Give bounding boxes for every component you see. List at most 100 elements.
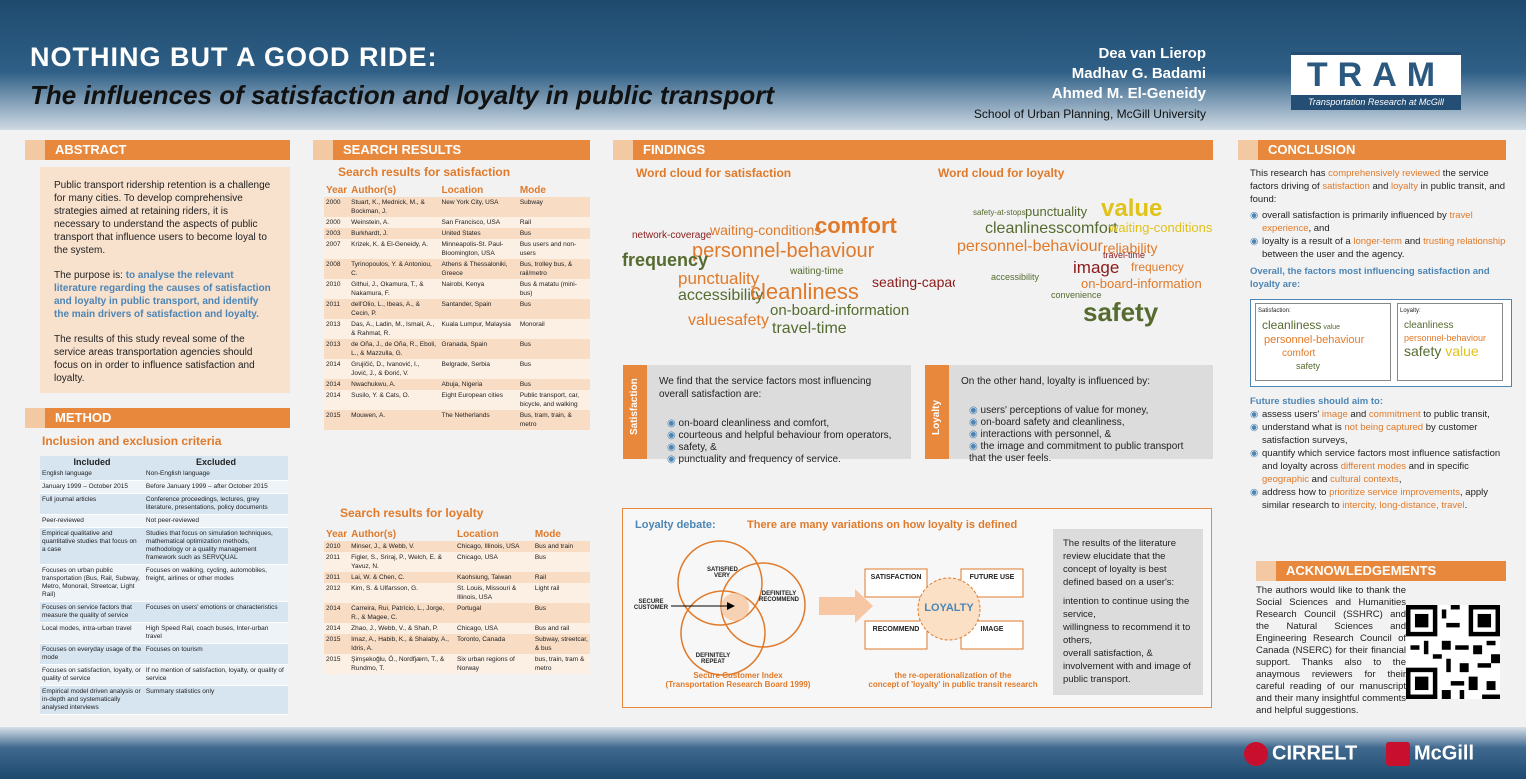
table-cell: Bus users and non-users (517, 239, 590, 259)
table-row: 2014 Carreira, Rui, Patrício, L., Jorge, … (324, 603, 590, 623)
table-cell: Bus (517, 299, 590, 319)
loy-caption: the re-operationalization of the concept … (868, 671, 1038, 689)
table-row: Full journal articles Conference proceedi… (40, 493, 288, 515)
abstract-p1: Public transport ridership retention is … (54, 180, 271, 256)
tram-logo: TRAM Transportation Research at McGill (1291, 52, 1461, 110)
table-row: 2014 Susilo, Y. & Cats, O. Eight European … (324, 390, 590, 410)
table-cell: Burkhardt, J. (349, 228, 440, 239)
col-included: Included (40, 456, 144, 468)
conc-intro: This research has comprehensively review… (1250, 168, 1506, 205)
venn-side: SECURE CUSTOMER (633, 599, 669, 611)
table-cell: Kim, S. & Ulfarsson, G. (349, 583, 456, 603)
table-row: Focuses on everyday usage of the mode Foc… (40, 643, 288, 665)
loyalty-diagrams (671, 540, 1024, 676)
wc-sat-title: Word cloud for satisfaction (636, 166, 792, 180)
table-cell: Das, A., Ladin, M., Ismail, A., & Rahmat… (349, 319, 440, 339)
table-cell: Empirical model driven analysis or in-de… (40, 685, 144, 715)
table-cell: 2014 (324, 390, 350, 410)
cirrelt-logo: CIRRELT (1244, 742, 1357, 766)
table-cell: High Speed Rail, coach buses, Inter-urba… (143, 622, 288, 644)
table-cell: Bus, trolley bus, & rail/metro (517, 259, 590, 279)
table-cell: Focuses on tourism (143, 643, 288, 665)
table-cell: January 1999 – October 2015 (40, 480, 144, 494)
affiliation: School of Urban Planning, McGill Univers… (973, 107, 1206, 121)
table-cell: Focuses on urban public transportation (… (40, 564, 144, 602)
table-row: 2011 Figler, S., Sriraj, P., Welch, E. & … (324, 552, 590, 572)
conclusion-heading: CONCLUSION (1238, 140, 1506, 160)
table-row: Focuses on satisfaction, loyalty, or qua… (40, 664, 288, 686)
loyalty-debate-box: Loyalty debate: There are many variation… (622, 508, 1212, 708)
table-cell: Summary statistics only (143, 685, 288, 715)
tram-logo-tagline: Transportation Research at McGill (1308, 97, 1444, 107)
method-heading: METHOD (25, 408, 290, 428)
table-cell: Tyrinopoulos, Y. & Antoniou, C. (349, 259, 440, 279)
table-row: 2010 Minser, J., & Webb, V. Chicago, Illin… (324, 541, 590, 552)
table-cell: Imaz, A., Habib, K., & Shalaby, A., Idri… (349, 634, 456, 654)
sat-list: on-board cleanliness and comfort,courteo… (667, 418, 892, 466)
abstract-box: Public transport ridership retention is … (40, 167, 290, 393)
mini-cloud-sat: Satisfaction: cleanliness value personne… (1255, 303, 1391, 381)
table-cell: 2010 (324, 541, 350, 552)
findings-heading: FINDINGS (613, 140, 1213, 160)
table-cell: Figler, S., Sriraj, P., Welch, E. & Yavu… (349, 552, 456, 572)
word-cloud-loyalty: value punctuality safety-at-stops cleanl… (955, 195, 1217, 345)
table-cell: Public transport, car, bicycle, and walk… (517, 390, 590, 410)
table-row: 2000 Weinstein, A. San Francisco, USA Rail (324, 217, 590, 228)
venn-b: DEFINITELY RECOMMEND (759, 591, 799, 603)
table-cell: Stuart, K., Mednick, M., & Bockman, J. (349, 197, 440, 217)
table-cell: Toronto, Canada (455, 634, 533, 654)
table-cell: Santander, Spain (439, 299, 518, 319)
table-cell: Mouwen, A. (349, 410, 440, 430)
table-cell: Focuses on walking, cycling, automobiles… (143, 564, 288, 602)
table-cell: Lai, W. & Chen, C. (349, 572, 456, 583)
table-cell: 2014 (324, 623, 350, 634)
table-cell: Athens & Thessaloniki, Greece (439, 259, 518, 279)
sat-intro: We find that the service factors most in… (659, 376, 872, 400)
table-cell: Minser, J., & Webb, V. (349, 541, 456, 552)
table-cell: Peer-reviewed (40, 514, 144, 528)
ld-subtitle: There are many variations on how loyalty… (747, 519, 1018, 531)
abstract-p2: The purpose is: to analyse the relevant … (54, 270, 271, 320)
sat-search-table: Year Author(s) Location Mode 2000 Stuart, K.… (324, 184, 590, 430)
table-cell: Subway, streetcar, & bus (532, 634, 590, 654)
mini-clouds: Satisfaction: cleanliness value personne… (1250, 299, 1512, 387)
table-cell: Abuja, Nigeria (439, 379, 518, 390)
table-cell: bus, train, tram & metro (532, 654, 590, 674)
abstract-p3: The results of this study reveal some of… (54, 334, 255, 384)
table-cell: Bus (517, 379, 590, 390)
table-cell: Light rail (532, 583, 590, 603)
table-row: January 1999 – October 2015 Before Januar… (40, 480, 288, 494)
header-banner (0, 0, 1526, 130)
table-cell: Bus and train (532, 541, 590, 552)
poster-subtitle: The influences of satisfaction and loyal… (30, 80, 774, 110)
table-cell: Carreira, Rui, Patrício, L., Jorge, R., … (349, 603, 456, 623)
table-row: English language Non-English language (40, 468, 288, 481)
table-cell: 2015 (324, 410, 350, 430)
table-row: 2008 Tyrinopoulos, Y. & Antoniou, C. Athen… (324, 259, 590, 279)
poster-title: NOTHING BUT A GOOD RIDE: (30, 42, 438, 72)
table-row: 2007 Krizek, K. & El-Geneidy, A. Minneapol… (324, 239, 590, 259)
table-cell: United States (439, 228, 518, 239)
satisfaction-findings-box: Satisfaction We find that the service fa… (623, 365, 911, 465)
table-cell: Githui, J., Okamura, T., & Nakamura, F. (349, 279, 440, 299)
table-row: 2015 Mouwen, A. The Netherlands Bus, tram, … (324, 410, 590, 430)
method-subtitle: Inclusion and exclusion criteria (42, 434, 222, 448)
table-cell: Studies that focus on simulation techniq… (143, 527, 288, 565)
cirrelt-icon (1244, 742, 1268, 766)
table-cell: Bus, tram, train, & metro (517, 410, 590, 430)
table-row: 2014 Zhao, J., Webb, V., & Shah, P. Chicag… (324, 623, 590, 634)
sat-tab-label: Satisfaction (629, 378, 640, 435)
table-cell: Bus & matatu (mini-bus) (517, 279, 590, 299)
table-cell: Bus (532, 552, 590, 572)
table-row: 2013 Das, A., Ladin, M., Ismail, A., & Ra… (324, 319, 590, 339)
qr-code-icon[interactable] (1406, 605, 1500, 699)
authors-block: Dea van Lierop Madhav G. Badami Ahmed M.… (974, 44, 1206, 124)
table-cell: Kaohsiung, Taiwan (455, 572, 533, 583)
loy-center: LOYALTY (924, 602, 974, 614)
mini-cloud-loy: Loyalty: cleanliness personnel-behaviour… (1397, 303, 1503, 381)
loy-intro: On the other hand, loyalty is influenced… (961, 376, 1151, 387)
table-cell: Eight European cities (439, 390, 518, 410)
table-cell: 2011 (324, 572, 350, 583)
table-cell: Six urban regions of Norway (455, 654, 533, 674)
table-cell: de Oña, J., de Oña, R., Eboli, L., & Maz… (349, 339, 440, 359)
